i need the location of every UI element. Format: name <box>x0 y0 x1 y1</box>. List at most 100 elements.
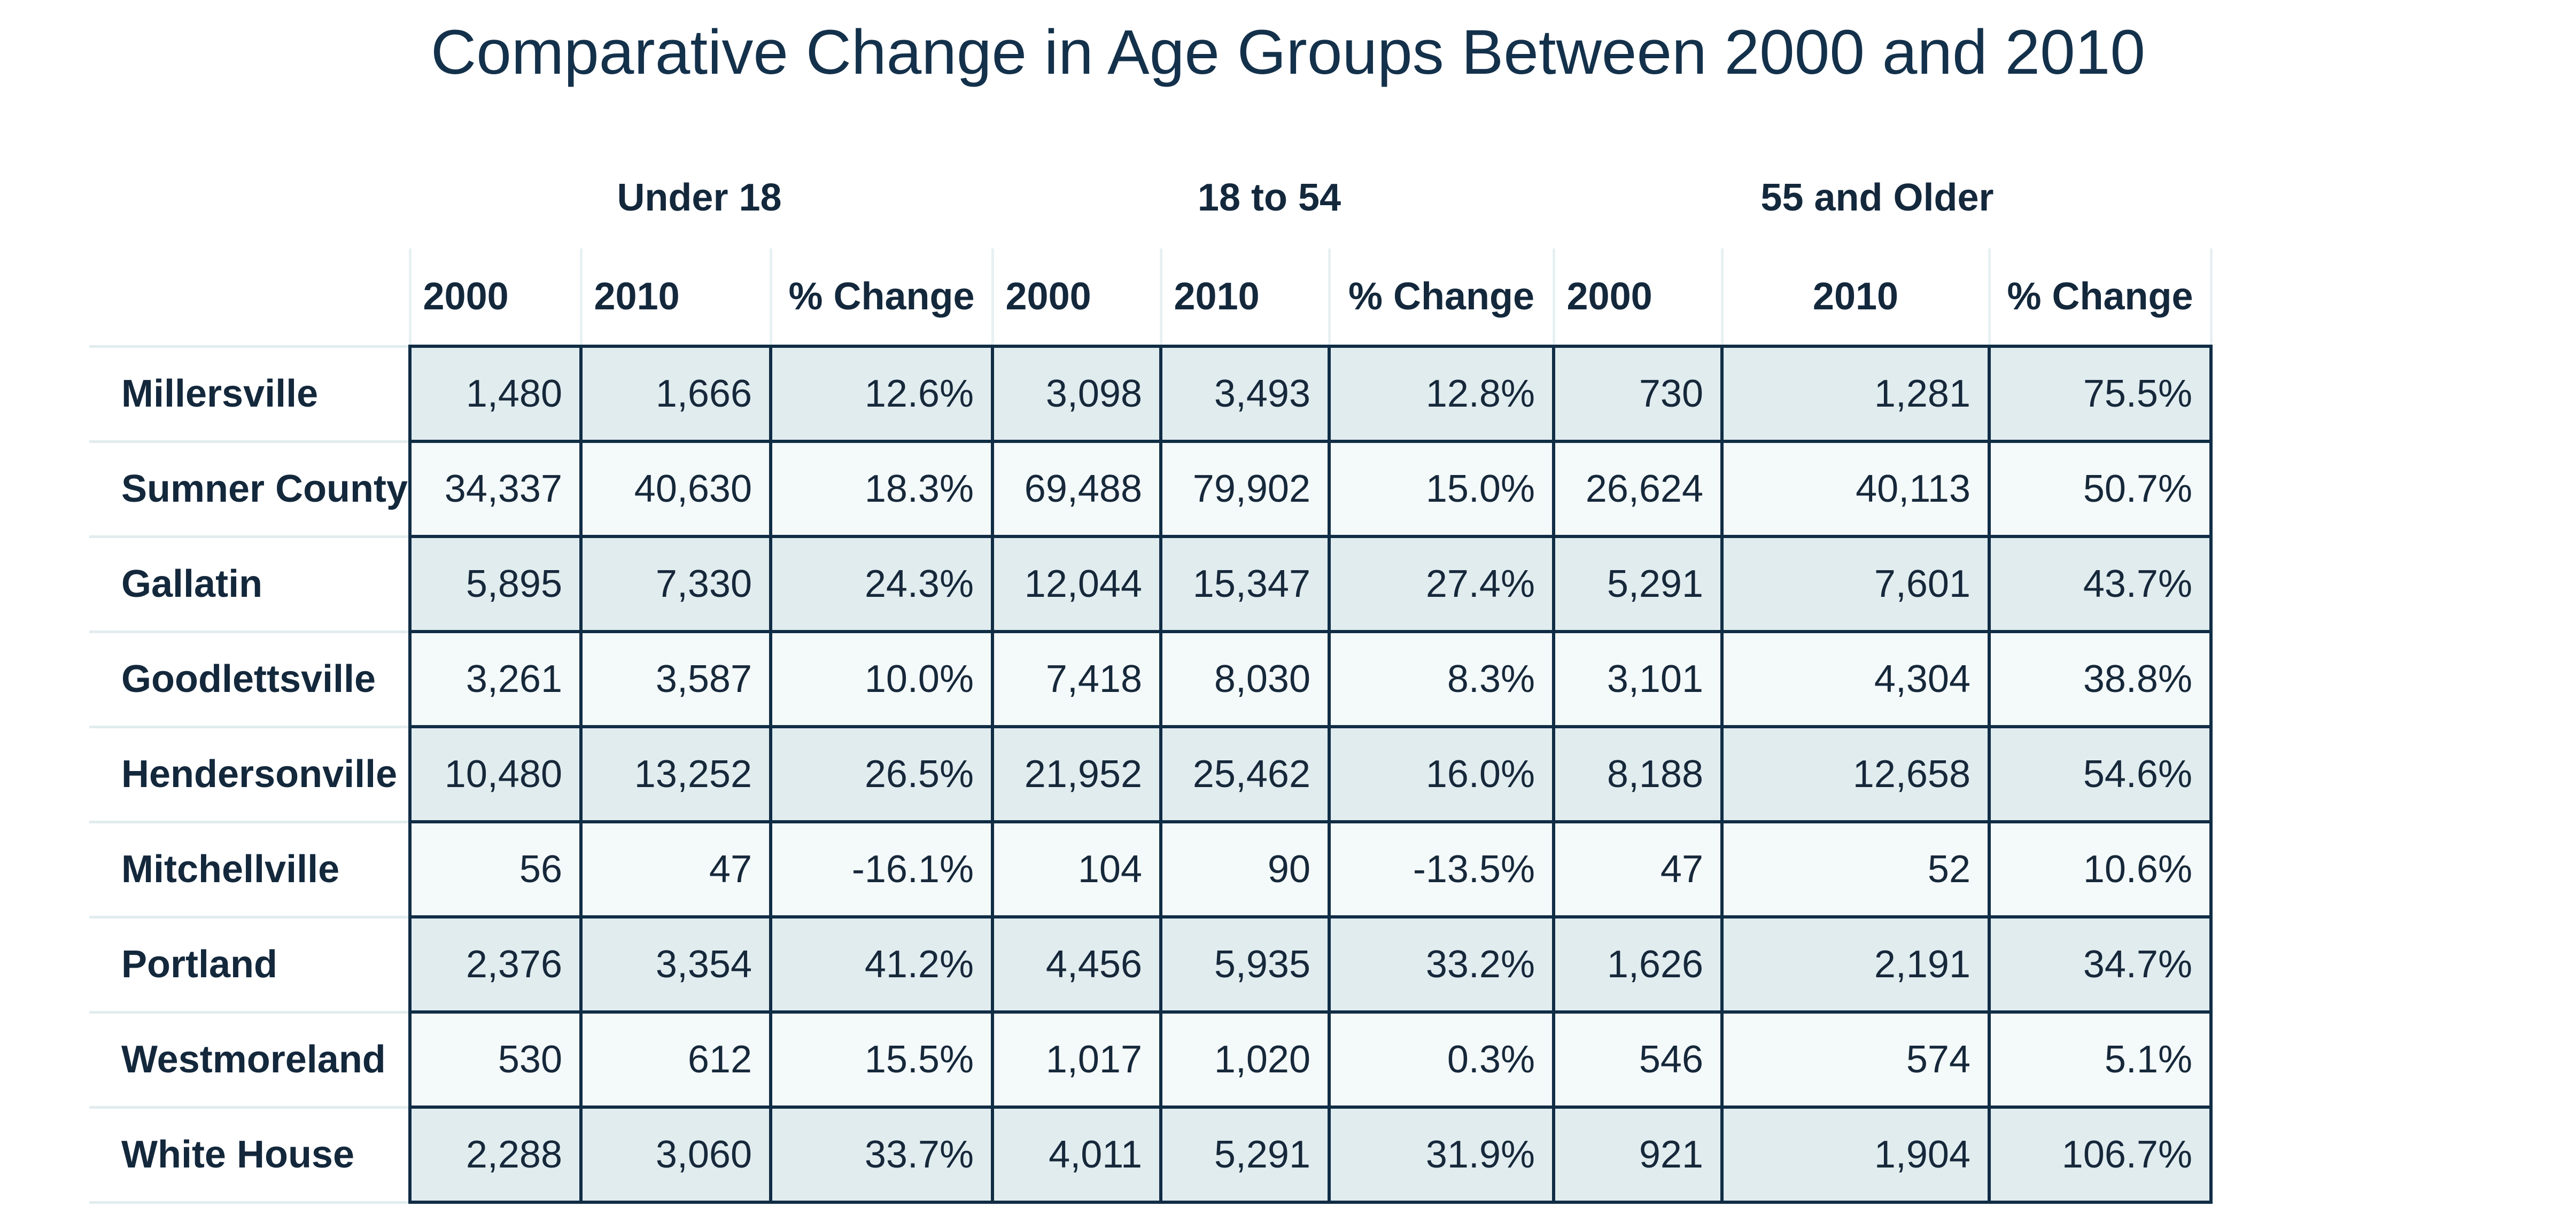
data-cell: 1,017 <box>991 1010 1162 1109</box>
data-cell: 47 <box>1552 820 1724 918</box>
data-cell: 18.3% <box>769 440 994 538</box>
data-cell: 12.6% <box>769 345 994 443</box>
col-header-18to54-2010: 2010 <box>1159 248 1331 346</box>
data-cell: 8,030 <box>1159 630 1331 728</box>
data-cell: 3,354 <box>579 915 772 1014</box>
data-cell: 15.0% <box>1328 440 1555 538</box>
data-cell: 921 <box>1552 1106 1724 1204</box>
data-cell: 15.5% <box>769 1010 994 1109</box>
data-cell: 54.6% <box>1988 725 2213 823</box>
row-label: Westmoreland <box>89 1010 412 1109</box>
data-cell: 34.7% <box>1988 915 2213 1014</box>
row-label: Portland <box>89 915 412 1014</box>
row-label: Mitchellville <box>89 820 412 918</box>
data-cell: 3,261 <box>408 630 583 728</box>
table-row: Portland 2,376 3,354 41.2% 4,456 5,935 33.2% 1,… <box>89 915 2213 1014</box>
data-cell: 12,044 <box>991 535 1162 633</box>
data-cell: 26,624 <box>1552 440 1724 538</box>
data-cell: 104 <box>991 820 1162 918</box>
table-row: Goodlettsville 3,261 3,587 10.0% 7,418 8,030 8… <box>89 630 2213 728</box>
corner-cell <box>89 248 412 346</box>
data-cell: 52 <box>1720 820 1991 918</box>
row-label: Goodlettsville <box>89 630 412 728</box>
row-label: Sumner County <box>89 440 412 538</box>
data-cell: 5.1% <box>1988 1010 2213 1109</box>
col-header-18to54-change: % Change <box>1328 248 1555 346</box>
col-header-18to54-2000: 2000 <box>991 248 1162 346</box>
group-header-under-18: Under 18 <box>617 176 782 219</box>
data-cell: 15,347 <box>1159 535 1331 633</box>
data-cell: 24.3% <box>769 535 994 633</box>
group-header-18-to-54: 18 to 54 <box>1197 176 1341 219</box>
table-row: Millersville 1,480 1,666 12.6% 3,098 3,493 12.… <box>89 345 2213 443</box>
table-row: Mitchellville 56 47 -16.1% 104 90 -13.5% 47 52 10… <box>89 820 2213 918</box>
data-cell: 40,113 <box>1720 440 1991 538</box>
table-row: White House 2,288 3,060 33.7% 4,011 5,291 31.9… <box>89 1106 2213 1204</box>
data-cell: 3,098 <box>991 345 1162 443</box>
data-cell: 12,658 <box>1720 725 1991 823</box>
data-cell: 10,480 <box>408 725 583 823</box>
data-cell: 0.3% <box>1328 1010 1555 1109</box>
data-cell: 26.5% <box>769 725 994 823</box>
data-cell: 16.0% <box>1328 725 1555 823</box>
data-cell: 4,011 <box>991 1106 1162 1204</box>
data-cell: 1,904 <box>1720 1106 1991 1204</box>
data-cell: 33.7% <box>769 1106 994 1204</box>
col-header-55plus-2010: 2010 <box>1720 248 1991 346</box>
data-cell: 1,666 <box>579 345 772 443</box>
data-cell: -13.5% <box>1328 820 1555 918</box>
chart-title: Comparative Change in Age Groups Between… <box>431 17 2145 88</box>
data-cell: 1,480 <box>408 345 583 443</box>
data-cell: 4,304 <box>1720 630 1991 728</box>
data-cell: 612 <box>579 1010 772 1109</box>
table-row: Hendersonville 10,480 13,252 26.5% 21,952 25,… <box>89 725 2213 823</box>
data-cell: 3,101 <box>1552 630 1724 728</box>
data-cell: 5,291 <box>1552 535 1724 633</box>
data-cell: 40,630 <box>579 440 772 538</box>
data-cell: 1,020 <box>1159 1010 1331 1109</box>
data-cell: 90 <box>1159 820 1331 918</box>
data-cell: 106.7% <box>1988 1106 2213 1204</box>
data-cell: 2,376 <box>408 915 583 1014</box>
col-header-under18-2000: 2000 <box>408 248 583 346</box>
data-cell: 574 <box>1720 1010 1991 1109</box>
data-cell: 31.9% <box>1328 1106 1555 1204</box>
data-cell: 546 <box>1552 1010 1724 1109</box>
data-cell: 38.8% <box>1988 630 2213 728</box>
data-cell: 730 <box>1552 345 1724 443</box>
row-label: Gallatin <box>89 535 412 633</box>
data-cell: 1,626 <box>1552 915 1724 1014</box>
data-cell: 3,060 <box>579 1106 772 1204</box>
data-cell: 2,288 <box>408 1106 583 1204</box>
data-cell: 4,456 <box>991 915 1162 1014</box>
data-cell: 10.6% <box>1988 820 2213 918</box>
data-cell: 25,462 <box>1159 725 1331 823</box>
data-cell: 8.3% <box>1328 630 1555 728</box>
data-cell: 5,895 <box>408 535 583 633</box>
data-cell: 2,191 <box>1720 915 1991 1014</box>
data-cell: 12.8% <box>1328 345 1555 443</box>
col-header-55plus-change: % Change <box>1988 248 2213 346</box>
age-group-table: 2000 2010 % Change 2000 2010 % Change 20… <box>89 248 2213 1204</box>
col-header-under18-2010: 2010 <box>579 248 772 346</box>
data-cell: 50.7% <box>1988 440 2213 538</box>
data-cell: 27.4% <box>1328 535 1555 633</box>
row-label: Millersville <box>89 345 412 443</box>
data-cell: 21,952 <box>991 725 1162 823</box>
data-cell: 79,902 <box>1159 440 1331 538</box>
data-cell: 43.7% <box>1988 535 2213 633</box>
data-cell: 5,935 <box>1159 915 1331 1014</box>
data-cell: 1,281 <box>1720 345 1991 443</box>
table-body: Millersville 1,480 1,666 12.6% 3,098 3,493 12.… <box>89 345 2213 1204</box>
row-label: White House <box>89 1106 412 1204</box>
data-cell: 7,418 <box>991 630 1162 728</box>
data-cell: 47 <box>579 820 772 918</box>
data-cell: 10.0% <box>769 630 994 728</box>
data-cell: 13,252 <box>579 725 772 823</box>
data-cell: 69,488 <box>991 440 1162 538</box>
row-label: Hendersonville <box>89 725 412 823</box>
data-cell: 8,188 <box>1552 725 1724 823</box>
data-cell: -16.1% <box>769 820 994 918</box>
data-cell: 3,493 <box>1159 345 1331 443</box>
data-cell: 41.2% <box>769 915 994 1014</box>
